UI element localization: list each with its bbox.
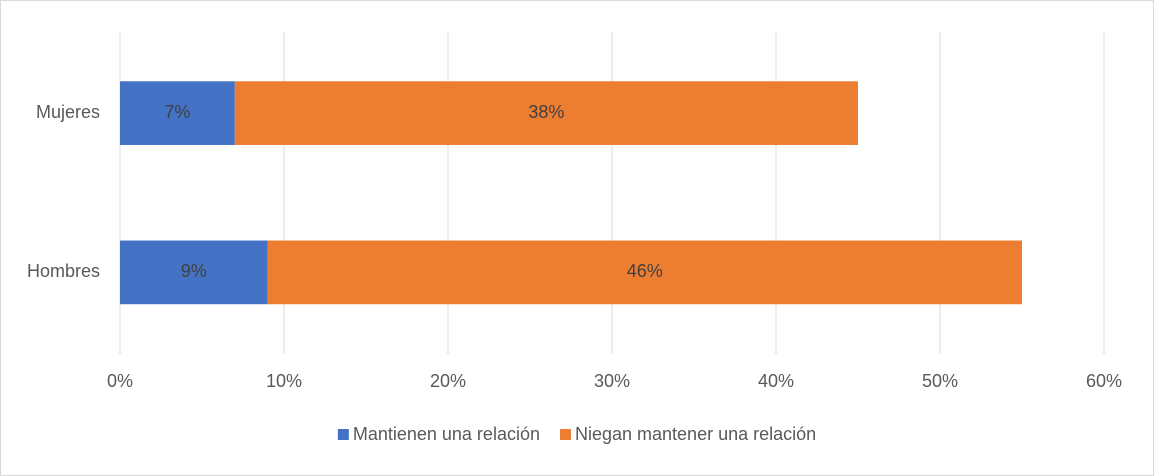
bar-segment xyxy=(267,240,1023,305)
y-tick-label: Hombres xyxy=(27,261,100,281)
x-tick-label: 20% xyxy=(430,371,466,391)
legend-label: Mantienen una relación xyxy=(353,424,540,444)
data-label: 38% xyxy=(528,102,564,122)
data-label: 7% xyxy=(164,102,190,122)
x-tick-label: 50% xyxy=(922,371,958,391)
bar-segment xyxy=(120,81,235,145)
data-label: 9% xyxy=(181,261,207,281)
x-tick-label: 10% xyxy=(266,371,302,391)
y-tick-label: Mujeres xyxy=(36,102,100,122)
legend-label: Niegan mantener una relación xyxy=(575,424,816,444)
legend-swatch xyxy=(337,429,349,440)
x-tick-label: 60% xyxy=(1086,371,1122,391)
bar-segment xyxy=(234,81,859,145)
legend-swatch xyxy=(559,429,571,440)
data-label: 46% xyxy=(627,261,663,281)
x-tick-label: 0% xyxy=(107,371,133,391)
x-tick-label: 40% xyxy=(758,371,794,391)
bar-segment xyxy=(120,240,268,305)
x-tick-label: 30% xyxy=(594,371,630,391)
